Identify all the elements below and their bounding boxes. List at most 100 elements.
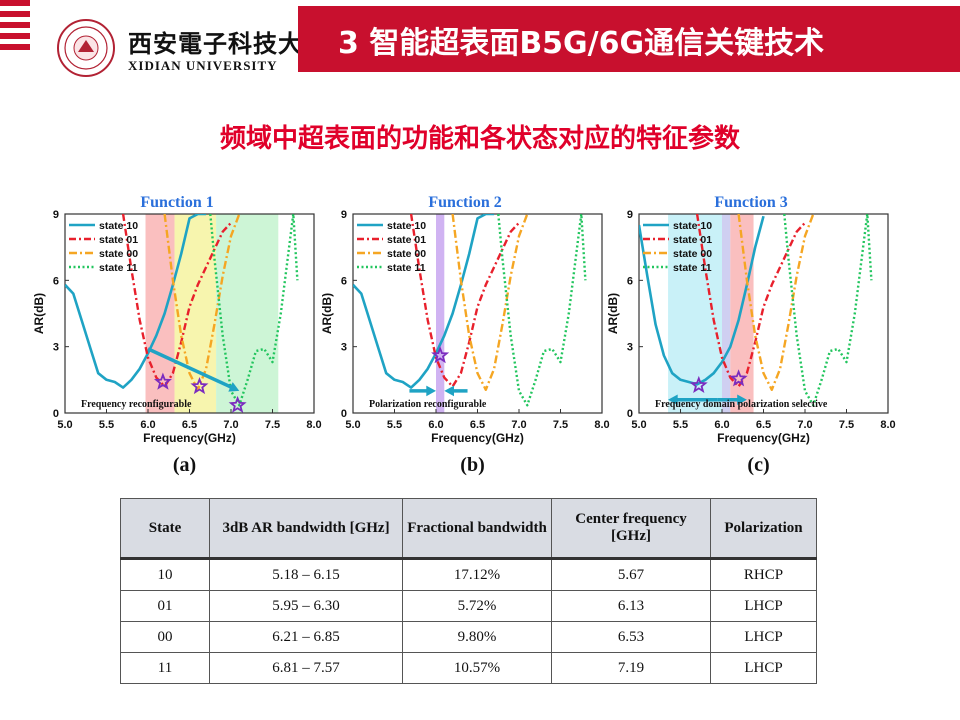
x-tick-label: 5.5 <box>99 419 114 431</box>
y-tick-label: 6 <box>627 275 633 287</box>
column-header-center-frequency: Center frequency [GHz] <box>551 498 711 559</box>
characteristic-parameters-table: State 3dB AR bandwidth [GHz] Fractional … <box>120 498 817 684</box>
highlight-band <box>730 214 754 413</box>
series-line-state-01 <box>121 214 232 388</box>
table-cell: 5.72% <box>402 590 552 622</box>
chart-svg-function-1: Function 1 5.0 5.5 6.0 6.5 7.0 7.5 8.0 0 3 6 9 Frequ… <box>32 194 322 476</box>
chart-title: Function 2 <box>428 194 501 211</box>
series-line-state-11 <box>497 214 587 407</box>
table-header-row: State 3dB AR bandwidth [GHz] Fractional … <box>120 498 817 559</box>
panel-label: (b) <box>460 454 484 476</box>
table-row: 01 5.95 – 6.30 5.72% 6.13 LHCP <box>120 590 817 622</box>
x-tick-label: 7.0 <box>797 419 812 431</box>
legend-label: state 00 <box>673 248 712 260</box>
y-tick-label: 0 <box>53 408 59 420</box>
table-cell: 5.18 – 6.15 <box>209 557 403 591</box>
x-tick-label: 8.0 <box>880 419 895 431</box>
decorative-stripes <box>0 0 36 54</box>
chart-function-3: Function 3 5.0 5.5 6.0 6.5 7.0 7.5 8.0 0 3 6 9 Frequ… <box>604 188 896 478</box>
star-marker <box>190 377 209 395</box>
table-cell: 9.80% <box>402 621 552 653</box>
x-tick-label: 8.0 <box>306 419 321 431</box>
table-cell: RHCP <box>710 557 817 591</box>
series-line-state-10 <box>65 214 207 389</box>
column-header-polarization: Polarization <box>710 498 817 559</box>
x-tick-label: 5.0 <box>57 419 72 431</box>
star-marker <box>729 369 748 387</box>
chart-annotation: Polarization reconfigurable <box>369 399 487 410</box>
x-tick-label: 7.0 <box>223 419 238 431</box>
table-cell: 01 <box>120 590 210 622</box>
chart-title: Function 1 <box>140 194 213 211</box>
legend: state 10 state 01 state 00 state 11 <box>643 220 712 274</box>
column-header-state: State <box>120 498 210 559</box>
y-tick-label: 3 <box>627 342 633 354</box>
university-logo: 西安電子科技大學 XIDIAN UNIVERSITY <box>56 18 327 80</box>
table-cell: 11 <box>120 652 210 684</box>
x-tick-label: 7.5 <box>265 419 280 431</box>
y-tick-label: 6 <box>341 275 347 287</box>
table-cell: 5.95 – 6.30 <box>209 590 403 622</box>
title-bar: 3 智能超表面B5G/6G通信关键技术 <box>298 6 960 72</box>
y-tick-label: 9 <box>53 209 59 221</box>
chart-function-1: Function 1 5.0 5.5 6.0 6.5 7.0 7.5 8.0 0 3 6 9 Frequ… <box>30 188 322 478</box>
slide-subtitle: 频域中超表面的功能和各状态对应的特征参数 <box>219 124 740 154</box>
arrow-head <box>228 382 240 392</box>
legend: state 10 state 01 state 00 state 11 <box>69 220 138 274</box>
page-title: 3 智能超表面B5G/6G通信关键技术 <box>338 26 825 61</box>
arrow-head <box>668 394 678 405</box>
panel-label: (c) <box>747 454 769 476</box>
university-seal-icon <box>57 19 115 77</box>
y-tick-label: 0 <box>341 408 347 420</box>
y-tick-label: 6 <box>53 275 59 287</box>
table-cell: LHCP <box>710 652 817 684</box>
x-axis-label: Frequency(GHz) <box>717 431 810 445</box>
legend-label: state 00 <box>99 248 138 260</box>
x-tick-label: 6.5 <box>756 419 771 431</box>
legend-label: state 01 <box>99 234 138 246</box>
table-cell: 6.21 – 6.85 <box>209 621 403 653</box>
y-axis-label: AR(dB) <box>320 293 334 334</box>
x-tick-label: 7.5 <box>839 419 854 431</box>
table-cell: 6.81 – 7.57 <box>209 652 403 684</box>
x-tick-label: 5.5 <box>387 419 402 431</box>
table-cell: 10 <box>120 557 210 591</box>
highlight-band <box>722 214 731 413</box>
legend-label: state 00 <box>387 248 426 260</box>
chart-annotation: Frequency domain polarization selective <box>655 399 828 410</box>
x-tick-label: 8.0 <box>594 419 609 431</box>
legend-label: state 01 <box>673 234 712 246</box>
x-axis-label: Frequency(GHz) <box>431 431 524 445</box>
arrow-head <box>737 394 747 405</box>
table-cell: 7.19 <box>551 652 711 684</box>
table-row: 10 5.18 – 6.15 17.12% 5.67 RHCP <box>120 557 817 591</box>
legend-label: state 01 <box>387 234 426 246</box>
chart-svg-function-2: Function 2 5.0 5.5 6.0 6.5 7.0 7.5 8.0 0 3 6 9 Frequ… <box>320 194 610 476</box>
column-header-bandwidth: 3dB AR bandwidth [GHz] <box>209 498 403 559</box>
highlight-band <box>436 214 445 413</box>
x-axis-label: Frequency(GHz) <box>143 431 236 445</box>
legend-label: state 10 <box>387 220 426 232</box>
x-tick-label: 7.0 <box>511 419 526 431</box>
y-tick-label: 3 <box>53 342 59 354</box>
table-cell: 6.13 <box>551 590 711 622</box>
table-cell: 6.53 <box>551 621 711 653</box>
star-marker <box>228 395 247 413</box>
y-tick-label: 3 <box>341 342 347 354</box>
x-tick-label: 6.0 <box>140 419 155 431</box>
panel-label: (a) <box>173 454 196 476</box>
university-name-cn: 西安電子科技大學 <box>128 29 328 58</box>
legend-label: state 10 <box>673 220 712 232</box>
column-header-fractional-bandwidth: Fractional bandwidth <box>402 498 552 559</box>
y-tick-label: 9 <box>627 209 633 221</box>
table-cell: LHCP <box>710 621 817 653</box>
annotation-arrow <box>147 347 233 390</box>
y-axis-label: AR(dB) <box>32 293 46 334</box>
series-line-state-01 <box>409 214 520 388</box>
star-marker <box>153 372 172 390</box>
table-cell: 10.57% <box>402 652 552 684</box>
y-axis-label: AR(dB) <box>606 293 620 334</box>
chart-svg-function-3: Function 3 5.0 5.5 6.0 6.5 7.0 7.5 8.0 0 3 6 9 Frequ… <box>606 194 896 476</box>
chart-title: Function 3 <box>714 194 787 211</box>
legend: state 10 state 01 state 00 state 11 <box>357 220 426 274</box>
